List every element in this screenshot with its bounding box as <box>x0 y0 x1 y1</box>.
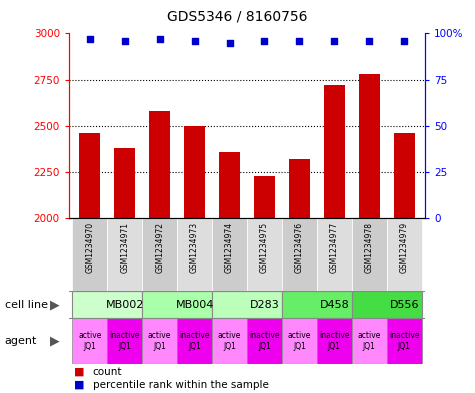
Text: GSM1234976: GSM1234976 <box>295 222 304 273</box>
Bar <box>289 159 310 393</box>
Text: ■: ■ <box>74 380 84 390</box>
Text: inactive
JQ1: inactive JQ1 <box>319 331 350 351</box>
Text: GSM1234975: GSM1234975 <box>260 222 269 273</box>
Bar <box>324 85 345 393</box>
Text: GSM1234978: GSM1234978 <box>365 222 374 273</box>
Bar <box>142 318 177 364</box>
Text: GSM1234973: GSM1234973 <box>190 222 199 273</box>
Text: active
JQ1: active JQ1 <box>288 331 311 351</box>
Point <box>156 36 163 42</box>
Point <box>295 38 303 44</box>
Point <box>261 38 268 44</box>
Point <box>226 39 233 46</box>
Point <box>365 38 373 44</box>
Text: GSM1234972: GSM1234972 <box>155 222 164 273</box>
Text: GSM1234971: GSM1234971 <box>120 222 129 273</box>
Text: GSM1234979: GSM1234979 <box>399 222 408 273</box>
Text: ▶: ▶ <box>50 334 59 347</box>
Text: GSM1234977: GSM1234977 <box>330 222 339 273</box>
Bar <box>282 318 317 364</box>
Bar <box>387 318 422 364</box>
Bar <box>247 318 282 364</box>
Bar <box>282 218 317 291</box>
Text: ▶: ▶ <box>50 298 59 311</box>
Text: MB002: MB002 <box>105 299 144 310</box>
Bar <box>72 218 107 291</box>
Text: active
JQ1: active JQ1 <box>148 331 171 351</box>
Text: active
JQ1: active JQ1 <box>78 331 102 351</box>
Bar <box>282 291 352 318</box>
Bar <box>359 74 380 393</box>
Point <box>191 38 199 44</box>
Bar <box>114 148 135 393</box>
Bar <box>247 218 282 291</box>
Text: inactive
JQ1: inactive JQ1 <box>249 331 280 351</box>
Bar <box>219 152 240 393</box>
Text: inactive
JQ1: inactive JQ1 <box>110 331 140 351</box>
Bar <box>317 318 352 364</box>
Text: percentile rank within the sample: percentile rank within the sample <box>93 380 268 390</box>
Text: inactive
JQ1: inactive JQ1 <box>389 331 419 351</box>
Text: GSM1234974: GSM1234974 <box>225 222 234 273</box>
Bar <box>317 218 352 291</box>
Text: count: count <box>93 367 122 377</box>
Text: D556: D556 <box>390 299 419 310</box>
Bar <box>79 133 100 393</box>
Text: inactive
JQ1: inactive JQ1 <box>180 331 210 351</box>
Bar <box>142 291 212 318</box>
Text: MB004: MB004 <box>175 299 214 310</box>
Point <box>86 36 94 42</box>
Text: GDS5346 / 8160756: GDS5346 / 8160756 <box>167 9 308 24</box>
Bar <box>107 318 142 364</box>
Bar <box>72 291 142 318</box>
Bar <box>184 126 205 393</box>
Text: agent: agent <box>5 336 37 346</box>
Text: active
JQ1: active JQ1 <box>218 331 241 351</box>
Text: D458: D458 <box>320 299 349 310</box>
Bar <box>177 318 212 364</box>
Bar <box>149 111 170 393</box>
Bar <box>107 218 142 291</box>
Bar <box>254 176 275 393</box>
Bar <box>212 318 247 364</box>
Bar <box>177 218 212 291</box>
Text: cell line: cell line <box>5 299 48 310</box>
Bar <box>212 218 247 291</box>
Bar <box>72 318 107 364</box>
Text: active
JQ1: active JQ1 <box>358 331 381 351</box>
Point <box>331 38 338 44</box>
Text: D283: D283 <box>249 299 279 310</box>
Bar <box>352 318 387 364</box>
Bar <box>352 291 422 318</box>
Bar <box>142 218 177 291</box>
Bar <box>387 218 422 291</box>
Bar <box>394 133 415 393</box>
Text: ■: ■ <box>74 367 84 377</box>
Bar <box>212 291 282 318</box>
Point <box>400 38 408 44</box>
Point <box>121 38 129 44</box>
Bar <box>352 218 387 291</box>
Text: GSM1234970: GSM1234970 <box>86 222 95 273</box>
